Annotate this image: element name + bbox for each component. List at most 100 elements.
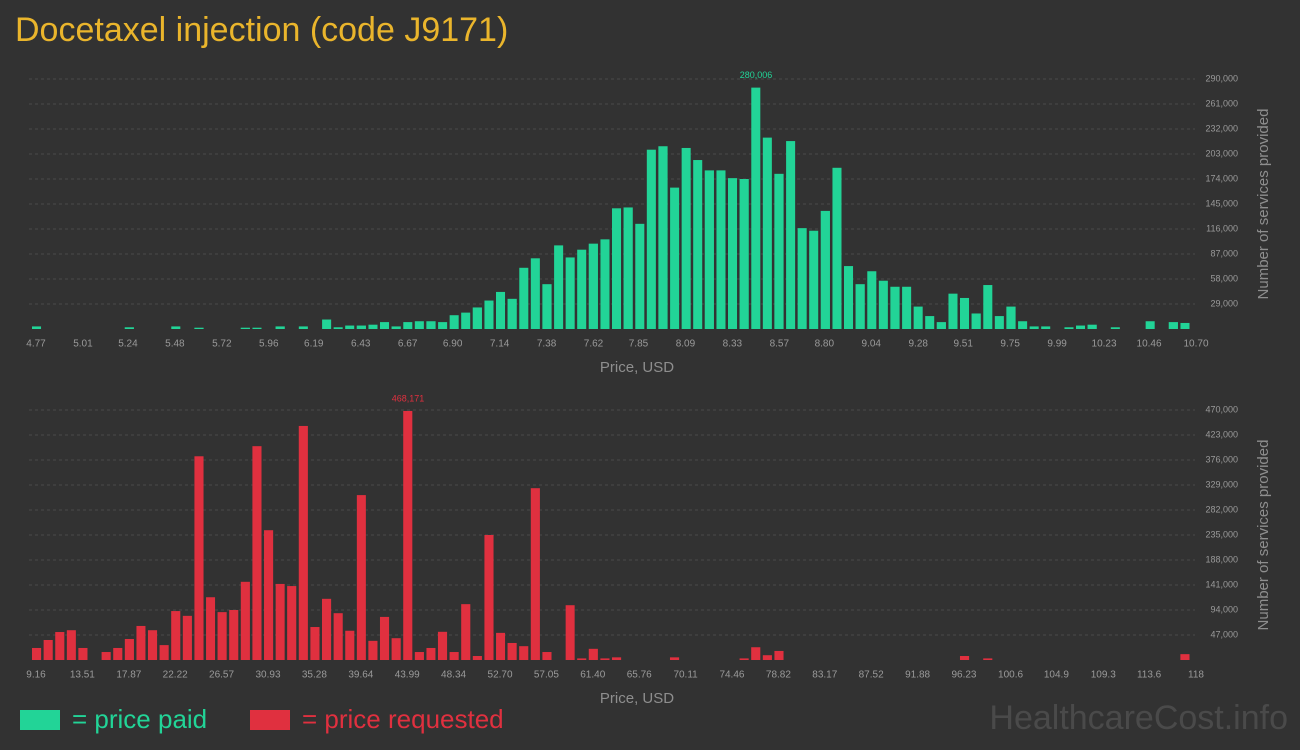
bar (240, 581, 250, 660)
bar (43, 640, 53, 660)
bar (136, 625, 146, 660)
bar (542, 652, 552, 660)
bar (461, 604, 471, 660)
bar (472, 656, 482, 660)
x-tick-label: 7.38 (537, 339, 557, 350)
bar (240, 327, 250, 329)
x-tick-label: 48.34 (441, 670, 466, 681)
bar (1145, 321, 1155, 329)
x-tick-label: 65.76 (627, 670, 652, 681)
bar (1006, 306, 1016, 329)
y-tick-label: 235,000 (1205, 529, 1238, 539)
x-tick-label: 30.93 (256, 670, 281, 681)
x-tick-label: 113.6 (1137, 670, 1162, 681)
bar (426, 321, 436, 329)
bar (693, 160, 703, 329)
bar (913, 306, 923, 329)
y-tick-label: 145,000 (1205, 198, 1238, 208)
x-tick-label: 9.99 (1047, 339, 1067, 350)
bar (194, 327, 204, 329)
x-tick-label: 70.11 (673, 670, 698, 681)
x-tick-label: 8.80 (815, 339, 835, 350)
bar (681, 147, 691, 329)
bar (472, 307, 482, 329)
bar (55, 632, 65, 660)
bar (403, 322, 413, 329)
bar (669, 657, 680, 660)
y-tick-label: 174,000 (1205, 173, 1238, 183)
x-tick-label: 10.70 (1183, 339, 1208, 350)
bar (449, 315, 459, 329)
bar (496, 632, 506, 660)
bar (461, 312, 471, 329)
y-tick-label: 188,000 (1205, 554, 1238, 564)
bar (855, 284, 865, 329)
bar (554, 245, 564, 329)
x-tick-label: 6.90 (443, 339, 463, 350)
bar (217, 612, 227, 660)
bar (530, 488, 540, 660)
bar (206, 597, 216, 660)
bar (322, 598, 332, 660)
bar (356, 495, 366, 660)
bar (832, 167, 842, 329)
x-tick-label: 57.05 (534, 670, 559, 681)
x-tick-label: 9.28 (908, 339, 928, 350)
watermark: HealthcareCost.info (989, 699, 1288, 737)
bar (194, 456, 204, 660)
bar (983, 285, 993, 329)
bar (368, 324, 378, 329)
value-label: 280,006 (740, 70, 773, 80)
x-tick-label: 7.62 (584, 339, 604, 350)
bar (66, 630, 76, 660)
bar (414, 321, 424, 329)
x-tick-label: 78.82 (766, 670, 791, 681)
bar (275, 583, 285, 660)
bar (902, 286, 912, 329)
bar (728, 178, 738, 329)
bar (646, 149, 656, 329)
bar (716, 170, 726, 329)
bar (322, 319, 332, 329)
bar (437, 631, 448, 660)
x-tick-label: 6.67 (398, 339, 418, 350)
y-tick-label: 261,000 (1205, 98, 1238, 108)
bar (623, 207, 633, 329)
bar (820, 210, 830, 329)
bar (484, 300, 494, 329)
y-axis-title: Number of services provided (1255, 109, 1272, 300)
bar (379, 616, 390, 660)
bar (264, 530, 274, 660)
bar (1018, 321, 1028, 329)
x-tick-label: 10.23 (1092, 339, 1117, 350)
bar (704, 170, 714, 329)
legend-label: = price requested (302, 704, 504, 734)
x-tick-label: 10.46 (1137, 339, 1162, 350)
bar (298, 425, 308, 660)
bar (229, 610, 239, 660)
bar (786, 141, 796, 329)
bar (612, 208, 622, 329)
bar (438, 322, 448, 329)
bar (171, 611, 181, 660)
bar (449, 652, 459, 660)
x-tick-label: 109.3 (1091, 670, 1116, 681)
y-tick-label: 87,000 (1210, 248, 1238, 258)
y-tick-label: 29,000 (1210, 298, 1238, 308)
bar (577, 249, 587, 329)
bar (739, 658, 749, 660)
bar (588, 648, 598, 660)
y-tick-label: 329,000 (1205, 479, 1238, 489)
bar (32, 647, 42, 660)
bar (1087, 324, 1097, 329)
x-tick-label: 35.28 (302, 670, 327, 681)
bar (925, 316, 935, 329)
x-tick-label: 5.24 (118, 339, 138, 350)
y-tick-label: 290,000 (1205, 73, 1238, 83)
bar (345, 325, 355, 329)
y-tick-label: 141,000 (1205, 579, 1238, 589)
y-tick-label: 423,000 (1205, 429, 1238, 439)
x-tick-label: 7.14 (490, 339, 510, 350)
bar (635, 223, 645, 329)
x-tick-label: 91.88 (905, 670, 930, 681)
